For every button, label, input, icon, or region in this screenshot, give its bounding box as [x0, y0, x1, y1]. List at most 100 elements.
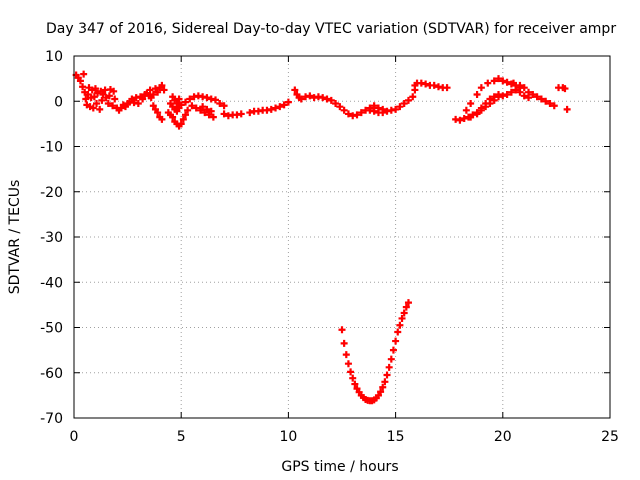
data-point: [80, 70, 88, 78]
data-point: [387, 355, 395, 363]
data-point: [443, 84, 451, 92]
data-point: [422, 80, 430, 88]
data-point: [237, 110, 245, 118]
data-point: [181, 98, 189, 106]
data-point: [396, 103, 404, 111]
data-point: [90, 93, 98, 101]
data-point: [357, 109, 365, 117]
data-point: [79, 83, 87, 91]
data-point: [203, 94, 211, 102]
data-point: [398, 314, 406, 322]
data-point: [212, 96, 220, 104]
data-point: [109, 102, 117, 110]
data-point: [409, 93, 417, 101]
data-point: [280, 101, 288, 109]
data-point: [177, 101, 185, 109]
data-point: [374, 104, 382, 112]
x-tick-label: 5: [177, 429, 186, 445]
data-point: [402, 303, 410, 311]
data-point: [495, 93, 503, 101]
data-point: [196, 106, 204, 114]
data-point: [169, 93, 177, 101]
data-point: [184, 106, 192, 114]
data-point: [499, 77, 507, 85]
data-point: [379, 383, 387, 391]
data-point: [394, 328, 402, 336]
x-axis-label: GPS time / hours: [281, 459, 398, 475]
data-point: [111, 95, 119, 103]
data-point: [91, 85, 99, 93]
data-point: [323, 95, 331, 103]
data-point: [220, 110, 228, 118]
axis-ticks: 0 5 10 15 20 25 10 0 -10 -20 -30 -40 -50 -60 -70: [40, 49, 619, 445]
plot-frame: [73, 55, 611, 419]
data-point: [516, 88, 524, 96]
data-point: [284, 98, 292, 106]
x-tick-label: 0: [70, 429, 79, 445]
data-point: [351, 380, 359, 388]
data-point: [246, 109, 254, 117]
data-point: [192, 104, 200, 112]
data-points: [72, 70, 571, 405]
y-tick-label: -10: [40, 140, 63, 156]
data-point: [404, 96, 412, 104]
data-point: [377, 388, 385, 396]
data-point: [404, 299, 412, 307]
data-point: [486, 100, 494, 108]
data-point: [332, 100, 340, 108]
data-point: [482, 103, 490, 111]
data-point: [169, 113, 177, 121]
chart-title: Day 347 of 2016, Sidereal Day-to-day VTE…: [46, 21, 616, 37]
data-point: [477, 84, 485, 92]
y-tick-label: -70: [40, 411, 63, 427]
data-point: [347, 368, 355, 376]
data-point: [507, 88, 515, 96]
data-point: [546, 100, 554, 108]
data-point: [297, 95, 305, 103]
data-point: [319, 94, 327, 102]
x-tick-label: 10: [279, 429, 297, 445]
data-point: [510, 79, 518, 87]
data-point: [207, 107, 215, 115]
data-point: [306, 92, 314, 100]
data-point: [291, 86, 299, 94]
data-point: [199, 103, 207, 111]
data-point: [563, 105, 571, 113]
data-point: [267, 105, 275, 113]
data-point: [344, 360, 352, 368]
data-point: [203, 105, 211, 113]
data-point: [179, 115, 187, 123]
x-tick-label: 20: [494, 429, 512, 445]
data-point: [533, 93, 541, 101]
data-point: [327, 96, 335, 104]
data-point: [537, 95, 545, 103]
data-point: [98, 96, 106, 104]
y-axis-label: SDTVAR / TECUs: [7, 180, 23, 295]
data-point: [160, 86, 168, 94]
data-point: [276, 103, 284, 111]
data-point: [340, 106, 348, 114]
data-point: [353, 111, 361, 119]
data-point: [400, 309, 408, 317]
data-point: [336, 103, 344, 111]
data-point: [542, 97, 550, 105]
data-point: [490, 96, 498, 104]
data-point: [105, 92, 113, 100]
x-tick-label: 15: [387, 429, 405, 445]
data-point: [154, 109, 162, 117]
data-point: [186, 95, 194, 103]
data-point: [473, 110, 481, 118]
data-point: [467, 100, 475, 108]
data-point: [503, 78, 511, 86]
data-point: [158, 115, 166, 123]
data-point: [177, 120, 185, 128]
data-point: [525, 94, 533, 102]
data-point: [379, 105, 387, 113]
data-point: [516, 81, 524, 89]
data-point: [389, 346, 397, 354]
data-point: [520, 84, 528, 92]
data-point: [495, 75, 503, 83]
data-point: [139, 95, 147, 103]
data-point: [158, 81, 166, 89]
